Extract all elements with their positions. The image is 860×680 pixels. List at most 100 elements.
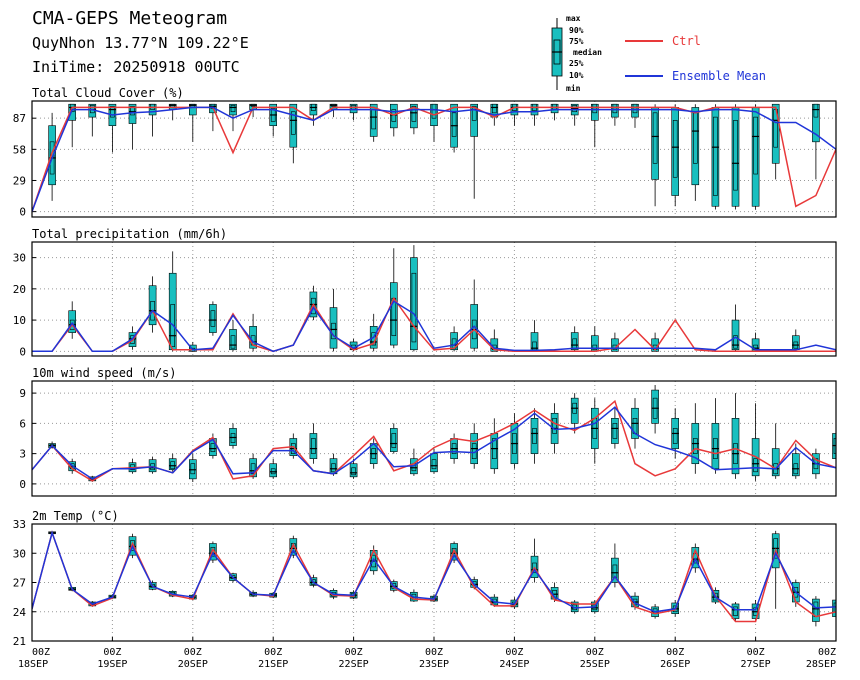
box-inner <box>411 106 417 122</box>
x-tick-day: 28SEP <box>806 659 836 670</box>
box-plot <box>731 393 740 479</box>
x-tick-hour: 00Z <box>505 647 523 658</box>
y-tick-label: 58 <box>13 143 26 156</box>
x-tick-hour: 00Z <box>818 647 836 658</box>
box-plot <box>189 103 197 142</box>
box-plot <box>771 103 780 180</box>
box-inner <box>652 112 658 164</box>
box-inner <box>753 116 758 175</box>
box-inner <box>411 272 417 343</box>
x-tick-day: 21SEP <box>258 659 288 670</box>
box-legend: max 90% 75% median 25% 10% min <box>551 14 602 93</box>
legend-label-25: 25% <box>569 59 584 68</box>
panel-content <box>32 530 836 627</box>
legend-label-75: 75% <box>569 37 584 46</box>
box-plot <box>349 458 358 479</box>
box-inner <box>592 344 598 351</box>
y-tick-label: 21 <box>13 635 26 648</box>
box-inner <box>290 111 296 135</box>
box-plot <box>329 453 338 476</box>
box-inner <box>471 106 477 121</box>
box-plot <box>590 398 599 464</box>
box-plot <box>168 453 177 472</box>
x-tick-hour: 00Z <box>345 647 363 658</box>
box-plot <box>751 403 760 481</box>
box-plot <box>731 304 740 352</box>
x-tick-hour: 00Z <box>666 647 684 658</box>
x-tick-hour: 00Z <box>264 647 282 658</box>
box-plot <box>771 530 780 609</box>
box-plot <box>128 458 137 474</box>
box-inner <box>612 423 618 439</box>
box-outer <box>731 319 740 351</box>
box-inner <box>753 458 758 473</box>
chart-title: CMA-GEPS Meteogram <box>32 8 227 29</box>
box-inner <box>311 438 316 454</box>
y-tick-label: 9 <box>19 387 26 400</box>
box-plot <box>751 104 760 210</box>
box-plot <box>309 285 318 321</box>
box-inner <box>733 120 738 191</box>
x-tick-day: 26SEP <box>660 659 690 670</box>
panels: Total Cloud Cover (%) 0 29 58 87 Total precip… <box>13 86 837 648</box>
box-plot <box>530 538 539 583</box>
box-plot <box>148 456 157 474</box>
box-plot <box>470 103 479 199</box>
box-plot <box>651 104 659 207</box>
box-plot <box>168 103 177 121</box>
ensemble-mean-line <box>32 530 836 613</box>
x-tick-day: 22SEP <box>339 659 369 670</box>
box-inner <box>210 443 216 452</box>
legend-label-90: 90% <box>569 26 584 35</box>
x-tick-hour: 00Z <box>586 647 604 658</box>
box-plot <box>108 103 117 153</box>
box-plot <box>691 403 700 474</box>
box-plot <box>329 288 338 352</box>
box-inner <box>190 463 196 475</box>
box-plot <box>389 423 398 454</box>
box-plot <box>128 103 137 150</box>
box-inner <box>632 103 638 114</box>
box-plot <box>148 103 157 137</box>
box-plot <box>530 408 539 464</box>
panel-frame <box>31 100 837 218</box>
box-plot <box>590 103 599 148</box>
x-tick-day: 23SEP <box>419 659 449 670</box>
box-inner <box>572 338 578 349</box>
station-location: QuyNhon 13.77°N 109.22°E <box>32 34 249 52</box>
box-plot <box>249 453 257 479</box>
panel-title: Total precipitation (mm/6h) <box>32 227 227 241</box>
x-tick-hour: 00Z <box>32 647 50 658</box>
x-axis: 00Z18SEP00Z19SEP00Z20SEP00Z21SEP00Z22SEP… <box>18 637 837 670</box>
box-plot <box>791 443 800 479</box>
box-inner <box>391 433 397 448</box>
panel-title: 2m Temp (°C) <box>32 509 119 523</box>
box-plot <box>812 596 820 627</box>
box-plot <box>168 251 177 352</box>
box-plot <box>209 301 217 336</box>
box-inner <box>491 103 497 114</box>
box-inner <box>692 112 698 164</box>
x-tick-day: 27SEP <box>741 659 771 670</box>
x-tick-day: 20SEP <box>178 659 208 670</box>
box-inner <box>532 428 537 444</box>
box-plot <box>711 398 720 474</box>
y-tick-label: 3 <box>19 448 26 461</box>
y-tick-label: 0 <box>19 206 26 219</box>
panel-0: Total Cloud Cover (%) 0 29 58 87 <box>13 86 837 219</box>
panel-1: Total precipitation (mm/6h) 0 10 20 30 <box>13 227 837 358</box>
box-inner <box>331 463 336 473</box>
box-inner <box>431 459 437 470</box>
box-plot <box>611 543 619 588</box>
box-plot <box>148 276 157 333</box>
box-inner <box>813 103 819 118</box>
y-tick-label: 30 <box>13 252 26 265</box>
panel-content <box>32 103 836 212</box>
box-inner <box>230 335 236 349</box>
panel-frame <box>31 380 837 497</box>
box-plot <box>812 103 820 180</box>
legend-label-min: min <box>566 83 581 93</box>
y-tick-label: 0 <box>19 478 26 491</box>
box-inner <box>733 606 738 616</box>
box-inner <box>331 322 336 340</box>
